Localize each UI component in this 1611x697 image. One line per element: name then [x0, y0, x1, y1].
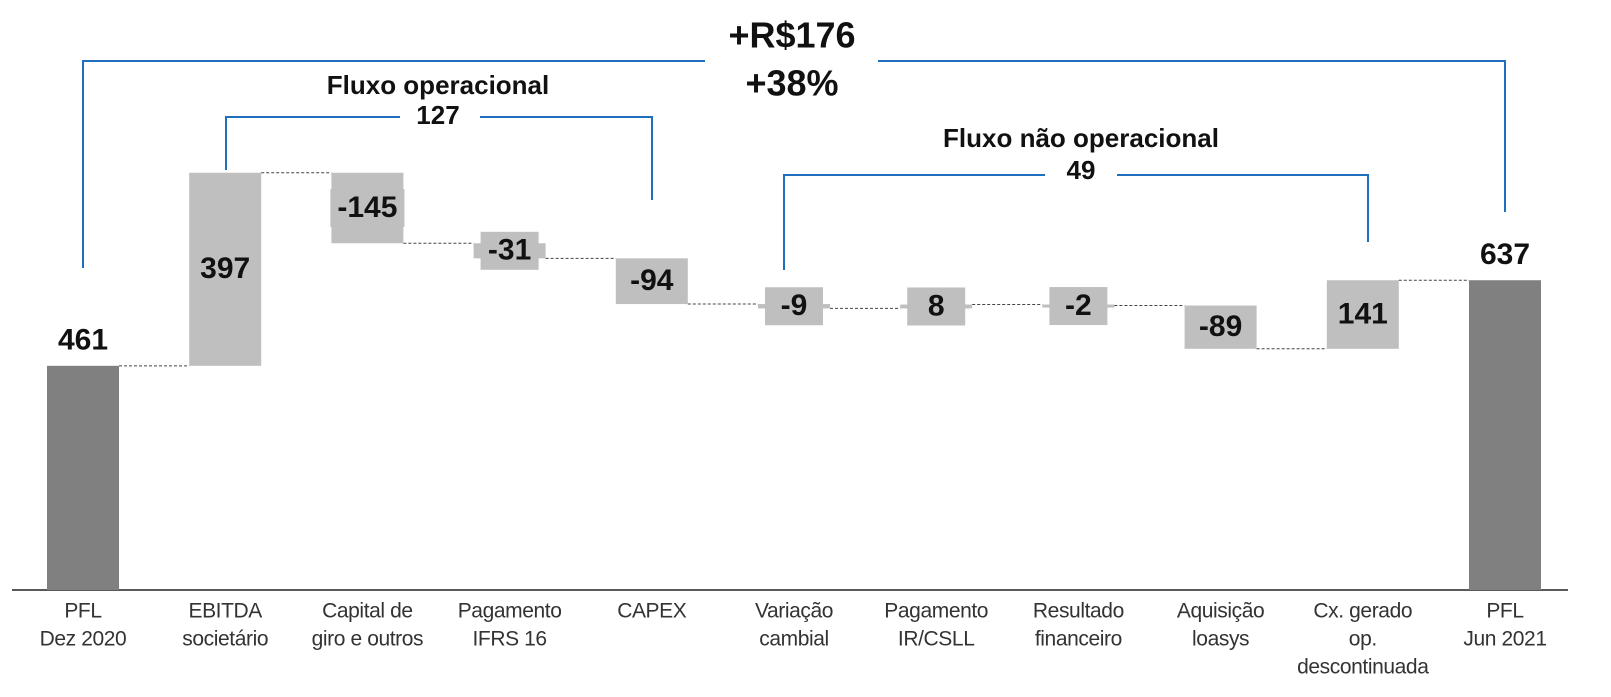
x-tick-label: cambial: [759, 628, 829, 651]
value-label: -94: [630, 264, 674, 297]
label-box: [622, 262, 681, 301]
x-tick-label: giro e outros: [312, 628, 424, 651]
value-label: 141: [1338, 297, 1388, 330]
x-tick-label: PFL: [1486, 600, 1523, 623]
x-tick-label: op.: [1349, 628, 1377, 651]
x-tick-label: Dez 2020: [40, 628, 127, 651]
label-box: [193, 250, 258, 289]
x-tick-label: Capital de: [322, 600, 413, 623]
bracket-label: Fluxo operacional: [327, 70, 550, 100]
x-tick-label: Pagamento: [884, 600, 988, 623]
label-box: [1049, 287, 1108, 326]
x-tick-label: financeiro: [1035, 628, 1122, 651]
label-box: [1330, 295, 1395, 334]
bracket-label: 49: [1067, 155, 1096, 185]
value-label: -9: [781, 289, 808, 322]
x-tick-label: Pagamento: [458, 600, 562, 623]
bracket: [82, 60, 1506, 268]
bar: [47, 365, 119, 590]
value-label: 8: [928, 289, 945, 322]
x-tick-label: IFRS 16: [472, 628, 546, 651]
x-tick-label: Cx. gerado: [1313, 600, 1412, 623]
x-tick-label: PFL: [64, 600, 101, 623]
label-box: [330, 189, 405, 228]
bracket-label: Fluxo não operacional: [943, 123, 1219, 153]
bracket-label: +R$176: [728, 15, 855, 56]
value-label: -89: [1199, 310, 1242, 343]
value-label: 637: [1480, 238, 1530, 271]
label-box: [907, 287, 966, 326]
bracket-label: +38%: [745, 63, 838, 104]
label-box: [1191, 308, 1250, 347]
bar: [1469, 280, 1541, 590]
x-tick-label: Aquisição: [1177, 600, 1264, 623]
x-tick-label: loasys: [1192, 628, 1249, 651]
value-label: 461: [58, 324, 108, 357]
x-tick-label: CAPEX: [617, 600, 687, 623]
bracket: [225, 116, 653, 200]
value-label: -31: [488, 234, 531, 267]
label-box: [480, 231, 539, 270]
value-label: -145: [337, 191, 397, 224]
value-label: 397: [200, 252, 250, 285]
value-label: -2: [1065, 289, 1092, 322]
x-tick-label: Variação: [755, 600, 833, 623]
x-tick-label: IR/CSLL: [898, 628, 975, 651]
label-box: [765, 287, 823, 326]
x-tick-label: descontinuada: [1297, 656, 1429, 679]
x-tick-label: EBITDA: [188, 600, 262, 623]
x-tick-label: societário: [182, 628, 268, 651]
bracket-label: 127: [416, 100, 459, 130]
bracket: [783, 174, 1369, 270]
x-tick-label: Jun 2021: [1463, 628, 1546, 651]
x-tick-label: Resultado: [1033, 600, 1124, 623]
